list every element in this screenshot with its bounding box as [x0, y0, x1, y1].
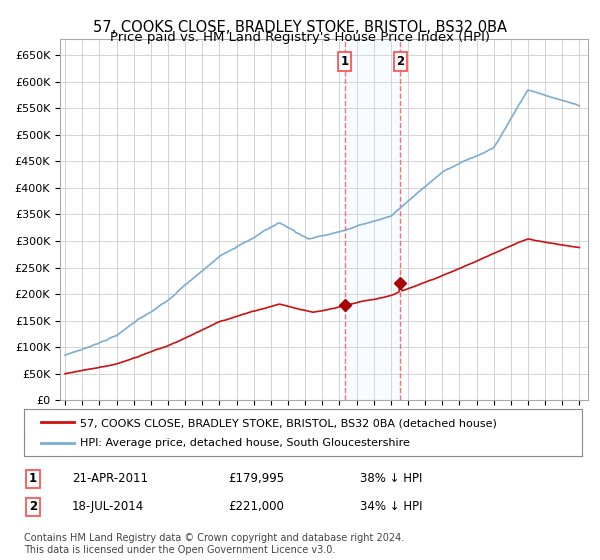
Text: Contains HM Land Registry data © Crown copyright and database right 2024.
This d: Contains HM Land Registry data © Crown c…	[24, 533, 404, 555]
Text: 57, COOKS CLOSE, BRADLEY STOKE, BRISTOL, BS32 0BA (detached house): 57, COOKS CLOSE, BRADLEY STOKE, BRISTOL,…	[80, 418, 497, 428]
Text: 21-APR-2011: 21-APR-2011	[72, 472, 148, 486]
Text: 38% ↓ HPI: 38% ↓ HPI	[360, 472, 422, 486]
Text: 18-JUL-2014: 18-JUL-2014	[72, 500, 144, 514]
Text: HPI: Average price, detached house, South Gloucestershire: HPI: Average price, detached house, Sout…	[80, 438, 410, 448]
Text: Price paid vs. HM Land Registry's House Price Index (HPI): Price paid vs. HM Land Registry's House …	[110, 31, 490, 44]
Text: 1: 1	[29, 472, 37, 486]
Text: £221,000: £221,000	[228, 500, 284, 514]
Text: 34% ↓ HPI: 34% ↓ HPI	[360, 500, 422, 514]
Text: 57, COOKS CLOSE, BRADLEY STOKE, BRISTOL, BS32 0BA: 57, COOKS CLOSE, BRADLEY STOKE, BRISTOL,…	[93, 20, 507, 35]
Bar	[345, 39, 400, 400]
Text: 1: 1	[341, 55, 349, 68]
Text: 2: 2	[396, 55, 404, 68]
Text: £179,995: £179,995	[228, 472, 284, 486]
Text: 2: 2	[29, 500, 37, 514]
